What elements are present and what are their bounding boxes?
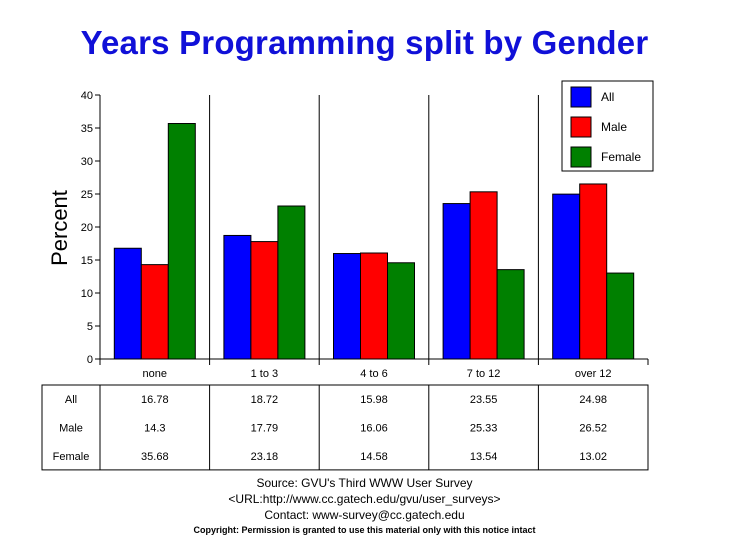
table-cell: 15.98 [360, 394, 388, 406]
table-cell: 13.02 [579, 451, 607, 463]
y-tick-label: 0 [87, 354, 93, 366]
bar-female-2 [277, 205, 306, 360]
bar-male-2 [250, 241, 279, 360]
bar-all-2 [223, 234, 252, 360]
table-cell: 35.68 [141, 451, 169, 463]
table-cell: 13.54 [470, 451, 498, 463]
legend-label-male: Male [601, 120, 627, 134]
legend-swatch-all [570, 86, 592, 108]
table-cell: 23.18 [251, 451, 279, 463]
chart-title: Years Programming split by Gender [80, 24, 649, 61]
table-cell: 23.55 [470, 394, 498, 406]
bar-female-4 [496, 269, 525, 360]
legend-swatch-female [570, 146, 592, 168]
bar-female-5 [606, 272, 635, 360]
table-cell: 16.06 [360, 422, 388, 434]
x-tick-label: none [143, 368, 167, 380]
legend-swatch-male [570, 116, 592, 138]
x-tick-label: 4 to 6 [360, 368, 388, 380]
table-row-header: Female [53, 451, 90, 463]
bar-all-1 [113, 247, 142, 360]
table-cell: 17.79 [251, 422, 279, 434]
y-tick-label: 15 [81, 255, 93, 267]
y-tick-label: 30 [81, 156, 93, 168]
table-row-header: Male [59, 422, 83, 434]
table-row-header: All [65, 394, 77, 406]
y-tick-label: 20 [81, 222, 93, 234]
footer-url: <URL:http://www.cc.gatech.edu/gvu/user_s… [228, 492, 501, 506]
bar-male-3 [360, 252, 388, 360]
table-cell: 26.52 [579, 422, 607, 434]
x-tick-label: 7 to 12 [467, 368, 501, 380]
bar-all-4 [442, 203, 471, 360]
table-cell: 16.78 [141, 394, 169, 406]
bar-male-5 [579, 183, 608, 360]
x-tick-label: 1 to 3 [251, 368, 279, 380]
footer-source: Source: GVU's Third WWW User Survey [256, 476, 473, 490]
bar-female-1 [167, 123, 196, 360]
y-tick-label: 35 [81, 123, 93, 135]
footer-contact: Contact: www-survey@cc.gatech.edu [264, 508, 465, 522]
table-cell: 25.33 [470, 422, 498, 434]
table-cell: 18.72 [251, 394, 279, 406]
bar-all-3 [333, 253, 361, 360]
legend-label-all: All [601, 90, 614, 104]
grid-layer [209, 95, 539, 359]
axis-layer: 0 5 10 15 20 25 30 35 40 none 1 to 3 4 to 6 7 to 12 o… [81, 90, 649, 380]
bar-male-4 [469, 191, 498, 360]
footer-copyright: Copyright: Permission is granted to use … [193, 525, 536, 535]
bar-female-3 [387, 262, 415, 360]
y-tick-label: 5 [87, 321, 93, 333]
bar-all-5 [552, 193, 581, 360]
table-cell: 24.98 [579, 394, 607, 406]
bar-male-1 [140, 264, 169, 360]
y-tick-label: 10 [81, 288, 93, 300]
x-tick-label: over 12 [575, 368, 612, 380]
data-table: All 16.78 18.72 15.98 23.55 24.98 Male 14.3 17.7… [41, 384, 649, 471]
legend: All Male Female [561, 80, 654, 172]
table-cell: 14.3 [144, 422, 165, 434]
y-tick-label: 25 [81, 189, 93, 201]
table-border [41, 384, 649, 471]
legend-label-female: Female [601, 150, 641, 164]
bar-layer [113, 123, 635, 360]
table-cell: 14.58 [360, 451, 388, 463]
y-tick-label: 40 [81, 90, 93, 102]
